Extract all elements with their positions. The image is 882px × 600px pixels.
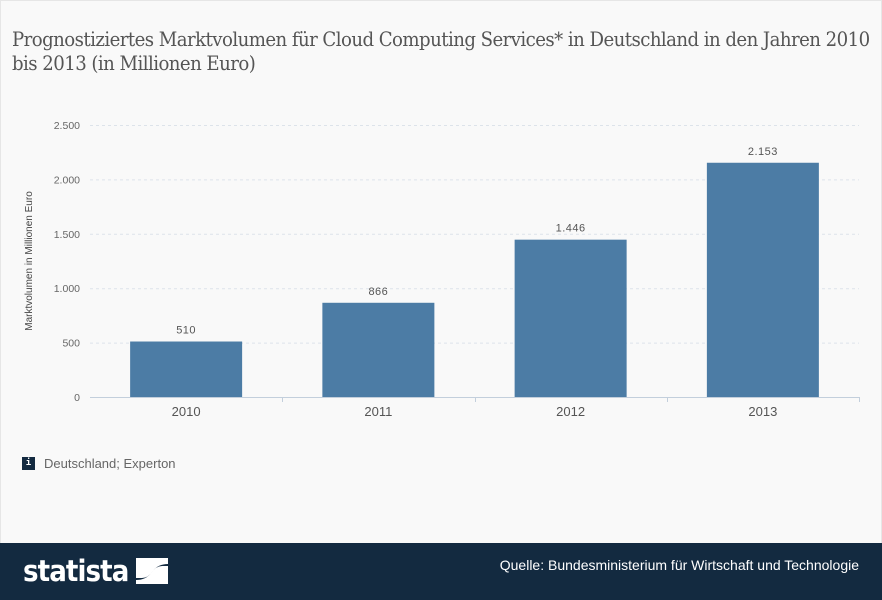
x-tick-label: 2011 (364, 404, 392, 419)
y-tick-label: 1.000 (54, 283, 80, 295)
info-icon[interactable]: i (22, 457, 35, 470)
bars: 510 866 1.446 2.153 (130, 146, 819, 397)
x-tick-label: 2010 (172, 404, 201, 419)
data-label: 1.446 (556, 223, 586, 235)
y-tick-label: 2.500 (54, 120, 80, 132)
x-tick-label: 2013 (748, 404, 777, 419)
y-tick-label: 1.500 (54, 229, 80, 241)
bar-2012[interactable] (514, 239, 627, 397)
data-label: 510 (176, 325, 196, 337)
y-axis-ticks: 0 500 1.000 1.500 2.000 2.500 (54, 120, 80, 404)
statista-logo[interactable]: statista (23, 554, 169, 588)
x-tick-label: 2012 (556, 404, 585, 419)
bar-2010[interactable] (130, 341, 243, 397)
source-text: Quelle: Bundesministerium für Wirtschaft… (499, 557, 859, 573)
bar-chart: Marktvolumen in Millionen Euro 0 500 1.000… (24, 120, 860, 419)
logo-text: statista (23, 554, 129, 588)
bar-2013[interactable] (706, 162, 819, 397)
y-tick-label: 0 (74, 392, 80, 404)
statista-logo-icon (136, 558, 169, 584)
info-text: Deutschland; Experton (44, 456, 176, 471)
x-axis (90, 397, 860, 402)
x-axis-ticks: 2010 2011 2012 2013 (172, 404, 778, 419)
data-label: 866 (368, 286, 388, 298)
bar-2011[interactable] (322, 302, 435, 397)
footer-bar: statista Quelle: Bundesministerium für W… (0, 543, 882, 600)
y-axis-label: Marktvolumen in Millionen Euro (24, 191, 35, 331)
y-tick-label: 500 (62, 338, 80, 350)
data-label: 2.153 (748, 146, 778, 158)
info-note[interactable]: i Deutschland; Experton (22, 456, 176, 471)
chart-title: Prognostiziertes Marktvolumen für Cloud … (12, 28, 870, 75)
y-tick-label: 2.000 (54, 174, 80, 186)
